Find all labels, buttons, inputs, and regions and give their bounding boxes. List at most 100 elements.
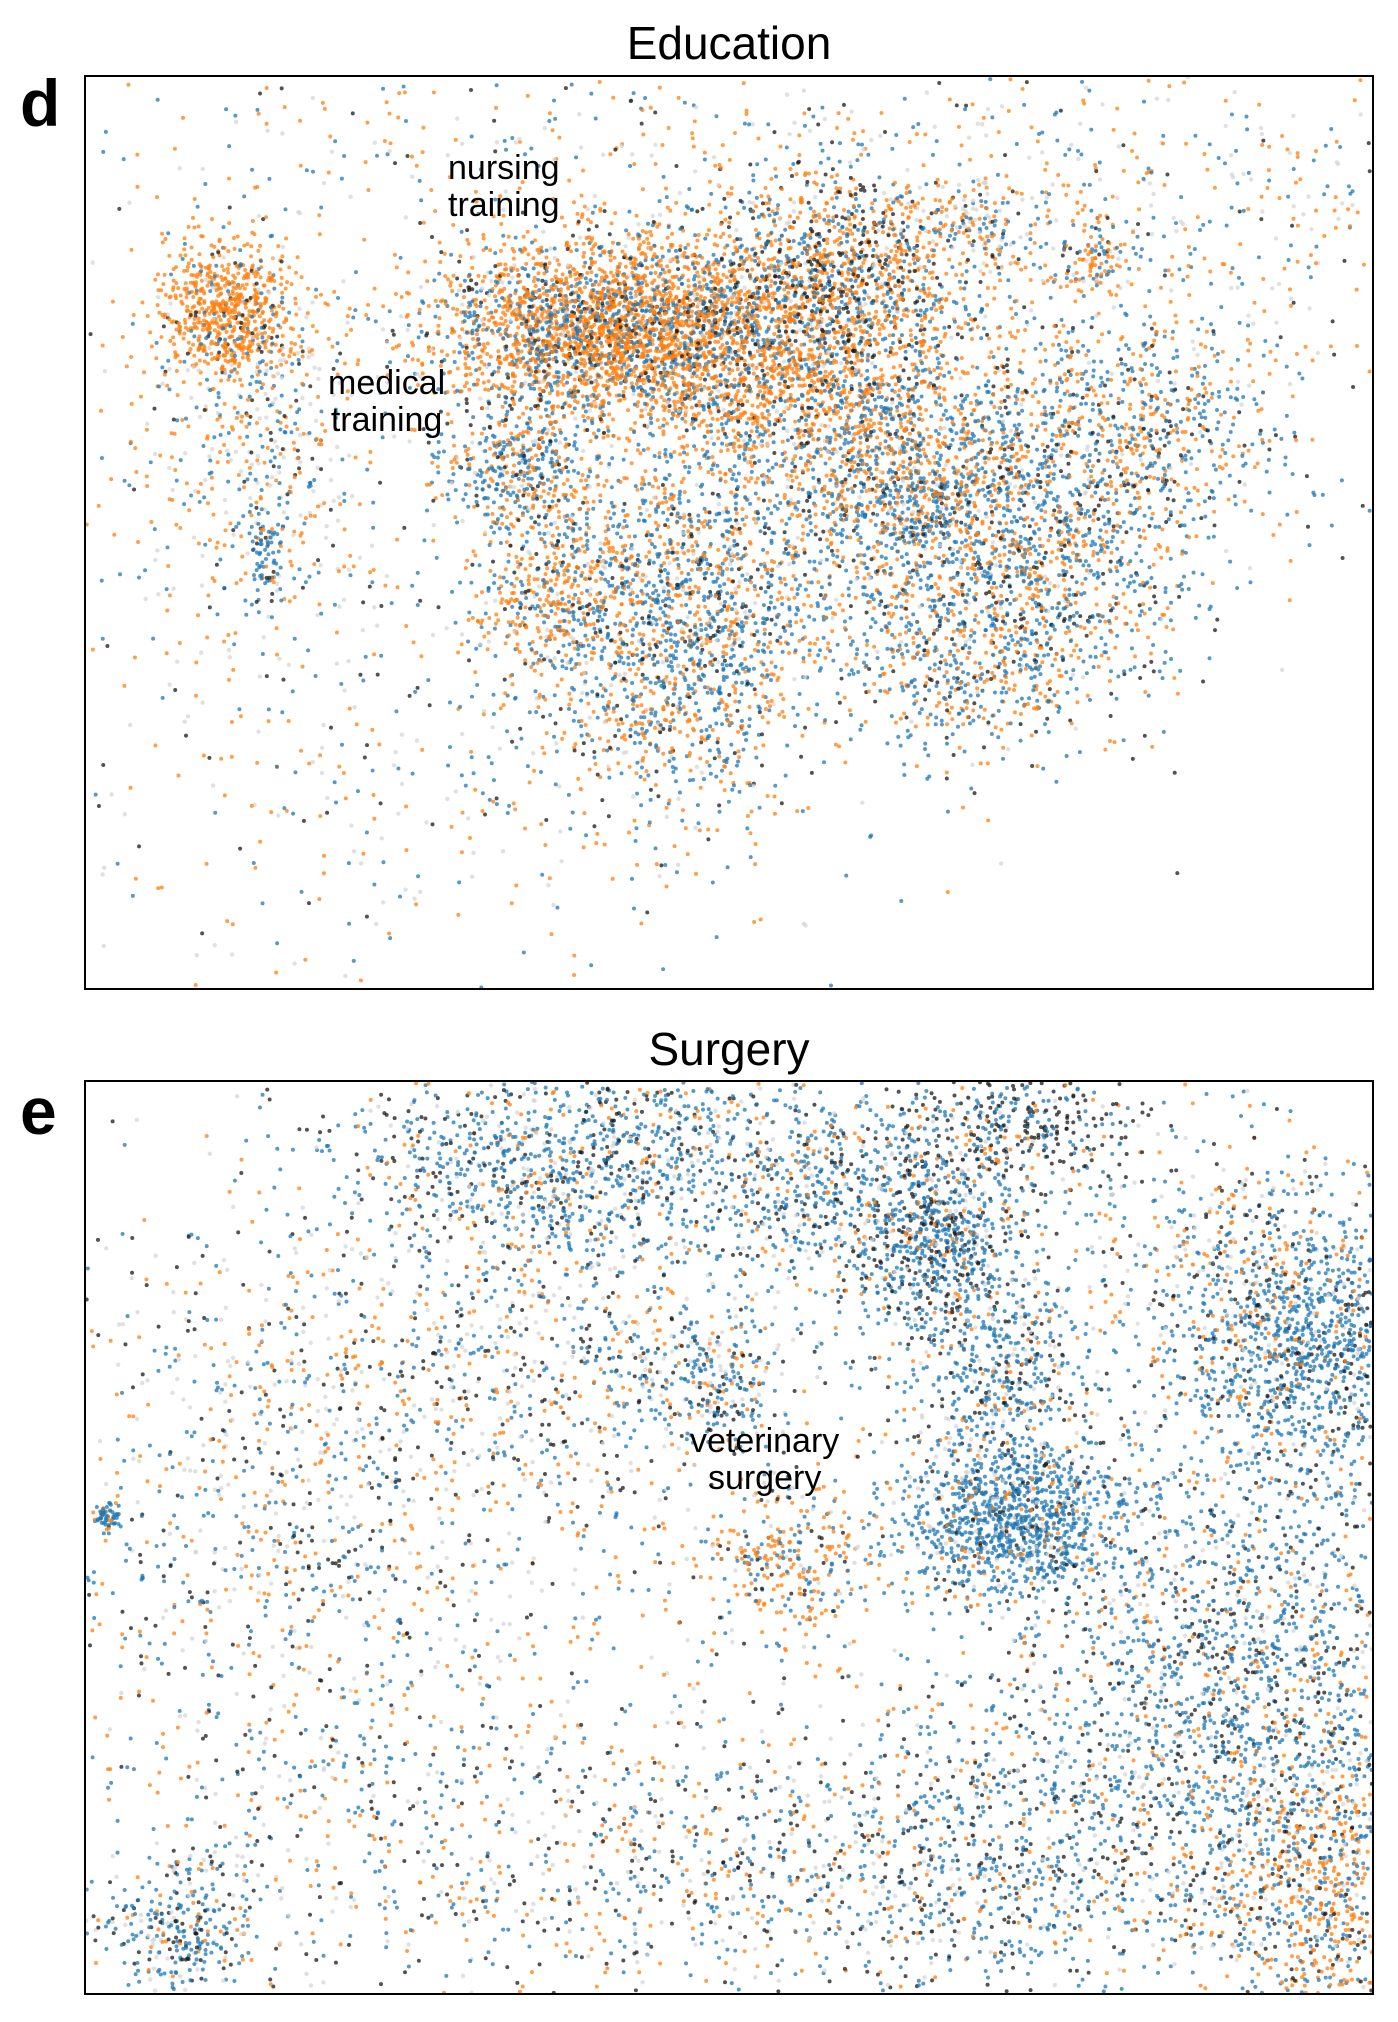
education-point — [702, 295, 707, 300]
education-point — [566, 370, 571, 375]
education-point — [906, 394, 911, 399]
education-point — [759, 423, 764, 428]
education-point — [866, 387, 871, 392]
education-point — [528, 332, 533, 337]
education-point — [628, 334, 633, 339]
education-point — [565, 247, 570, 252]
education-point — [516, 325, 521, 330]
education-point — [604, 371, 609, 376]
education-point — [1103, 269, 1108, 274]
education-point — [737, 456, 742, 461]
education-point — [490, 372, 495, 377]
education-point — [677, 436, 682, 441]
education-point — [818, 141, 823, 146]
education-point — [909, 338, 914, 343]
education-point — [521, 285, 526, 290]
education-point — [706, 260, 711, 265]
education-point — [801, 377, 806, 382]
education-point — [897, 284, 902, 289]
education-point — [634, 213, 639, 218]
education-point — [570, 233, 575, 238]
education-point — [719, 328, 724, 333]
education-point — [589, 335, 594, 340]
education-point — [590, 357, 595, 362]
education-point — [700, 255, 705, 260]
education-point — [561, 373, 566, 378]
education-point — [598, 493, 603, 498]
education-point — [660, 254, 665, 259]
education-point — [548, 313, 553, 318]
education-point — [902, 287, 907, 292]
education-point — [741, 346, 746, 351]
education-point — [709, 279, 714, 284]
education-point — [877, 327, 882, 332]
education-point — [754, 204, 759, 209]
education-point — [924, 182, 929, 187]
education-point — [854, 186, 859, 191]
education-point — [799, 315, 804, 320]
education-point — [676, 286, 681, 291]
education-point — [471, 356, 476, 361]
education-point — [687, 320, 693, 326]
education-point — [661, 283, 666, 288]
education-point — [517, 304, 522, 309]
education-point — [907, 342, 912, 347]
education-point — [426, 304, 431, 308]
education-point — [605, 433, 610, 438]
education-point — [842, 379, 847, 384]
education-point — [499, 382, 504, 387]
education-point — [594, 311, 599, 316]
education-point — [785, 237, 790, 242]
education-point — [506, 301, 511, 305]
education-point — [985, 285, 990, 290]
education-point — [652, 252, 657, 257]
education-point — [838, 346, 843, 351]
education-point — [645, 366, 650, 371]
education-point — [654, 305, 659, 310]
education-point — [806, 453, 811, 458]
education-point — [713, 330, 718, 335]
education-point — [799, 296, 804, 301]
education-point — [822, 388, 827, 393]
education-point — [464, 401, 469, 406]
education-point — [525, 360, 530, 365]
education-point — [692, 265, 697, 270]
education-point — [497, 303, 502, 308]
education-point — [712, 363, 717, 368]
education-point — [940, 353, 945, 358]
education-point — [782, 359, 787, 364]
education-point — [568, 314, 573, 319]
education-point — [486, 379, 491, 384]
education-point — [564, 281, 569, 286]
education-point — [445, 421, 450, 426]
education-point — [555, 310, 560, 315]
education-point — [793, 403, 798, 408]
education-point — [722, 252, 727, 257]
education-point — [496, 365, 501, 370]
education-point — [898, 421, 903, 426]
education-point — [678, 254, 683, 259]
education-point — [963, 280, 968, 285]
education-point — [713, 233, 718, 238]
education-point — [848, 175, 853, 180]
education-point — [754, 327, 759, 332]
education-point — [582, 264, 587, 269]
education-point — [532, 386, 537, 391]
education-point — [418, 220, 423, 225]
education-point — [884, 267, 889, 272]
education-point — [467, 300, 472, 305]
education-point — [787, 285, 792, 290]
education-point — [622, 280, 627, 284]
education-point — [591, 288, 596, 293]
education-point — [767, 433, 772, 438]
education-point — [602, 270, 607, 275]
education-point — [550, 296, 555, 301]
education-point — [482, 298, 487, 303]
education-point — [456, 288, 461, 293]
education-point — [646, 392, 651, 397]
education-point — [540, 299, 545, 304]
education-point — [777, 381, 782, 386]
education-point — [554, 419, 559, 424]
education-point — [785, 371, 790, 376]
education-point — [796, 431, 801, 436]
